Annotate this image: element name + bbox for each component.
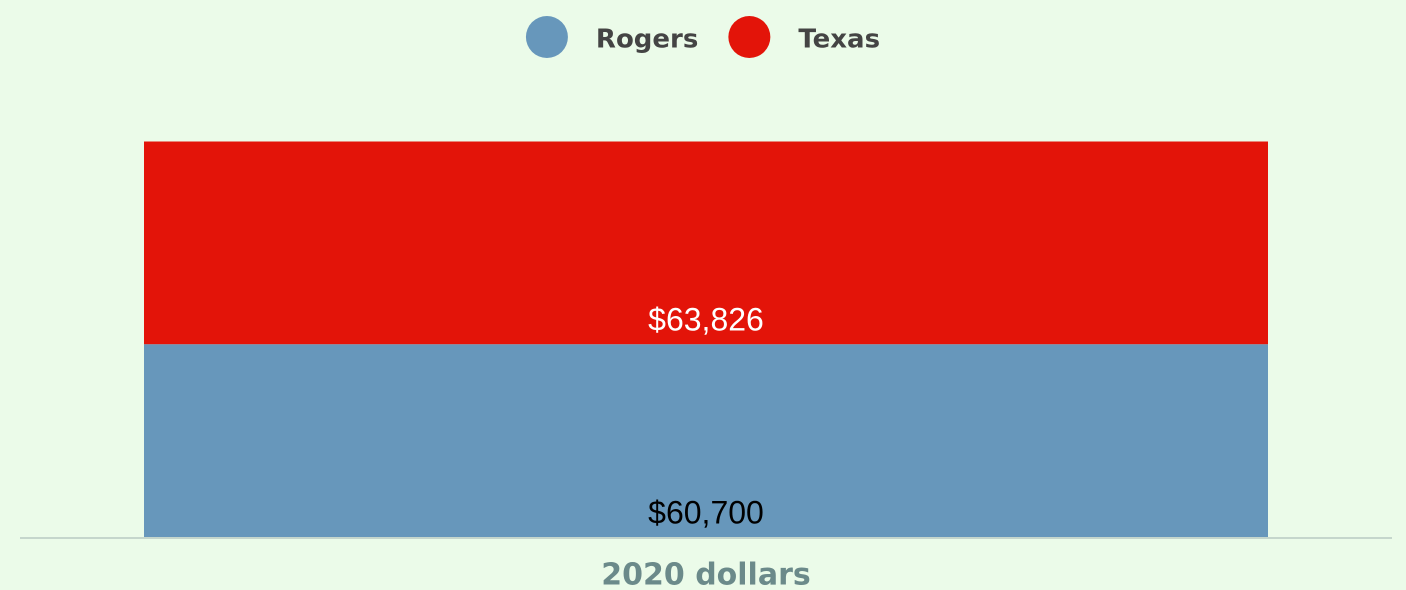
legend-swatch [728, 16, 771, 58]
legend-swatch [525, 16, 568, 58]
data-label: $63,826 [648, 302, 764, 338]
legend-label: Rogers [596, 25, 698, 55]
legend-label: Texas [798, 25, 880, 55]
data-label: $60,700 [648, 494, 764, 530]
bar-segment [144, 141, 1268, 345]
bar-segment [144, 344, 1268, 537]
x-tick-label: 2020 dollars [601, 558, 811, 590]
